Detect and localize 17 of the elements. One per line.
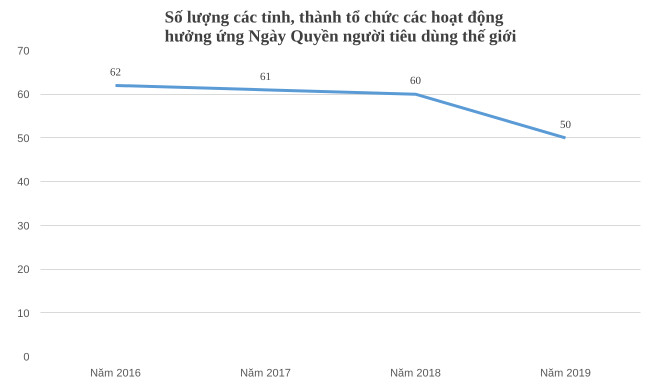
data-label: 61 (260, 70, 271, 83)
y-tick-label: 10 (17, 308, 30, 320)
y-tick-label: 30 (17, 220, 30, 232)
x-tick-label: Năm 2017 (240, 368, 291, 380)
chart-title: Số lượng các tỉnh, thành tổ chức các hoạt động hưởng ứng Ngày Quyền người tiêu dùng thế giới (164, 8, 517, 46)
y-tick-label: 20 (17, 264, 30, 276)
y-tick-label: 0 (23, 352, 30, 364)
y-tick-label: 70 (17, 46, 30, 58)
data-label: 62 (110, 66, 121, 78)
x-tick-label: Năm 2018 (390, 368, 441, 380)
y-tick-label: 60 (17, 89, 30, 102)
y-tick-label: 40 (17, 176, 30, 189)
y-tick-label: 50 (17, 132, 30, 145)
x-tick-label: Năm 2019 (540, 368, 591, 380)
x-tick-label: Năm 2016 (90, 368, 141, 380)
data-label: 50 (560, 118, 572, 131)
data-label: 60 (410, 75, 422, 88)
